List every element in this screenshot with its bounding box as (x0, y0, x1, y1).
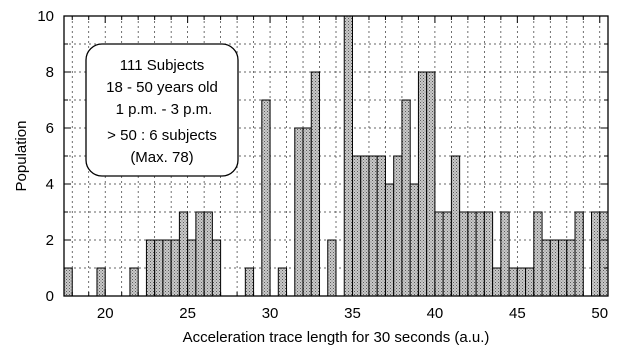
y-tick-label-2: 2 (46, 232, 54, 249)
axis-ticks: 20 25 30 35 40 45 50 0 2 4 6 8 10 (37, 8, 608, 322)
histogram-bar-0 (63, 267, 73, 297)
annotation-frame (85, 43, 239, 177)
histogram-bar-4 (96, 267, 106, 297)
annotation-line-5: (Max. 78) (130, 149, 193, 166)
histogram-bar-40 (393, 155, 403, 297)
x-tick-label-45: 45 (509, 305, 526, 322)
histogram-bar-59 (549, 239, 560, 297)
histogram-bar-50 (475, 211, 485, 297)
annotation-box: 111 Subjects 18 - 50 years old 1 p.m. - … (85, 43, 239, 177)
histogram-bar-65 (599, 211, 609, 297)
histogram-bar-56 (525, 267, 535, 297)
histogram-bar-41 (401, 99, 411, 297)
histogram-bar-32 (327, 239, 337, 297)
x-tick-label-40: 40 (427, 305, 444, 322)
annotation-line-1: 111 Subjects (120, 57, 205, 74)
histogram-bar-37 (368, 155, 378, 297)
bars-group (63, 15, 609, 297)
histogram-bar-12 (162, 239, 172, 297)
x-axis-title: Acceleration trace length for 30 seconds… (183, 329, 490, 346)
histogram-bar-42 (409, 183, 419, 297)
histogram-bar-28 (294, 127, 304, 297)
y-tick-label-6: 6 (46, 120, 54, 137)
x-tick-label-50: 50 (591, 305, 608, 322)
histogram-bar-60 (558, 239, 568, 297)
histogram-bar-11 (154, 239, 164, 297)
y-tick-label-8: 8 (46, 64, 54, 81)
histogram-bar-34 (343, 15, 353, 297)
x-tick-label-25: 25 (179, 305, 196, 322)
histogram-bar-39 (384, 183, 395, 297)
histogram-bar-17 (203, 211, 213, 297)
histogram-bar-26 (277, 267, 288, 297)
histogram-bar-51 (483, 211, 494, 297)
histogram-bar-45 (434, 211, 444, 297)
histogram-bar-55 (516, 267, 527, 297)
histogram-bar-48 (459, 211, 469, 297)
annotation-line-2: 18 - 50 years old (106, 79, 218, 96)
histogram-bar-13 (170, 239, 180, 297)
histogram-bar-38 (376, 155, 386, 297)
annotation-line-3: 1 p.m. - 3 p.m. (116, 101, 213, 118)
histogram-bar-18 (211, 239, 222, 297)
y-axis-title: Population (13, 121, 30, 192)
histogram-bar-44 (426, 71, 436, 297)
histogram-bar-52 (492, 267, 502, 297)
histogram-bar-10 (145, 239, 156, 297)
histogram-bar-30 (310, 71, 321, 297)
histogram-bar-47 (450, 155, 461, 297)
histogram-bar-58 (541, 239, 551, 297)
histogram-bar-24 (261, 99, 271, 297)
y-tick-label-10: 10 (37, 8, 54, 25)
histogram-bar-35 (351, 155, 362, 297)
x-tick-label-20: 20 (97, 305, 114, 322)
histogram-bar-57 (533, 211, 543, 297)
histogram-bar-61 (566, 239, 576, 297)
y-tick-label-4: 4 (46, 176, 54, 193)
annotation-line-4: > 50 : 6 subjects (107, 127, 217, 144)
histogram-bar-46 (442, 211, 452, 297)
x-tick-label-30: 30 (262, 305, 279, 322)
histogram-bar-53 (500, 211, 510, 297)
histogram-bar-29 (302, 127, 312, 297)
histogram-bar-36 (360, 155, 370, 297)
histogram-bar-8 (129, 267, 139, 297)
y-tick-label-0: 0 (46, 288, 54, 305)
x-tick-label-35: 35 (344, 305, 361, 322)
histogram-bar-14 (178, 211, 189, 297)
histogram-bar-16 (195, 211, 205, 297)
histogram-bar-15 (187, 239, 197, 297)
histogram-bar-49 (467, 211, 477, 297)
histogram-bar-22 (244, 267, 255, 297)
histogram-bar-43 (417, 71, 428, 297)
histogram-bar-64 (591, 211, 601, 297)
histogram-bar-54 (508, 267, 518, 297)
histogram-bar-62 (574, 211, 584, 297)
